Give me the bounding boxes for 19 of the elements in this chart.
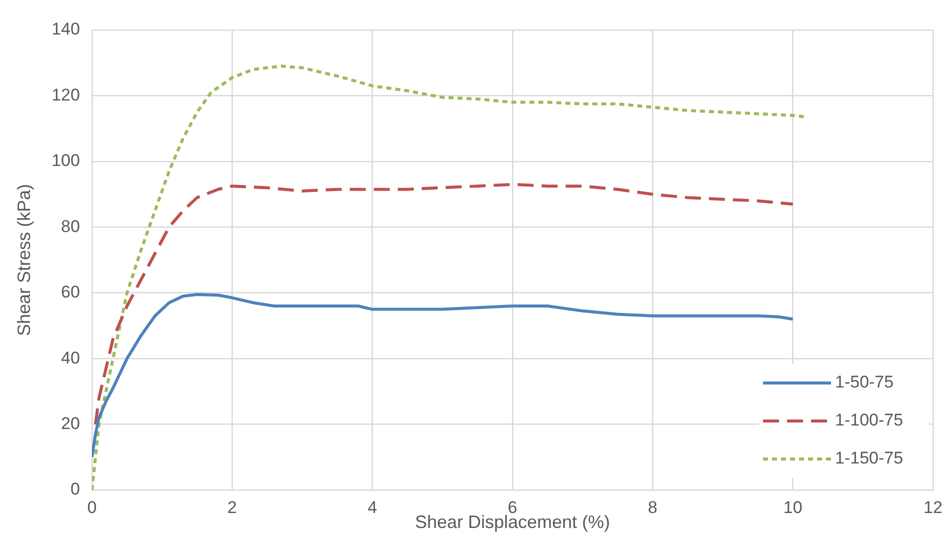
x-tick-label: 8 bbox=[648, 498, 658, 517]
x-tick-label: 4 bbox=[368, 498, 378, 517]
y-tick-label: 40 bbox=[61, 348, 80, 368]
y-tick-label: 80 bbox=[61, 216, 80, 236]
legend-label: 1-150-75 bbox=[835, 448, 904, 468]
y-axis-title: Shear Stress (kPa) bbox=[14, 184, 34, 336]
line-series bbox=[94, 182, 794, 426]
y-tick-label: 60 bbox=[61, 282, 80, 302]
x-tick-label: 2 bbox=[227, 498, 237, 517]
y-tick-label: 120 bbox=[52, 85, 80, 104]
legend-label: 1-100-75 bbox=[835, 410, 904, 430]
y-tick-label: 140 bbox=[52, 20, 80, 39]
x-tick-label: 0 bbox=[87, 498, 97, 517]
x-tick-label: 10 bbox=[783, 498, 802, 517]
y-tick-label: 20 bbox=[61, 414, 80, 433]
y-tick-label: 100 bbox=[52, 151, 80, 170]
x-tick-label: 12 bbox=[924, 498, 942, 517]
legend-label: 1-50-75 bbox=[835, 372, 894, 392]
y-tick-label: 0 bbox=[70, 480, 80, 499]
